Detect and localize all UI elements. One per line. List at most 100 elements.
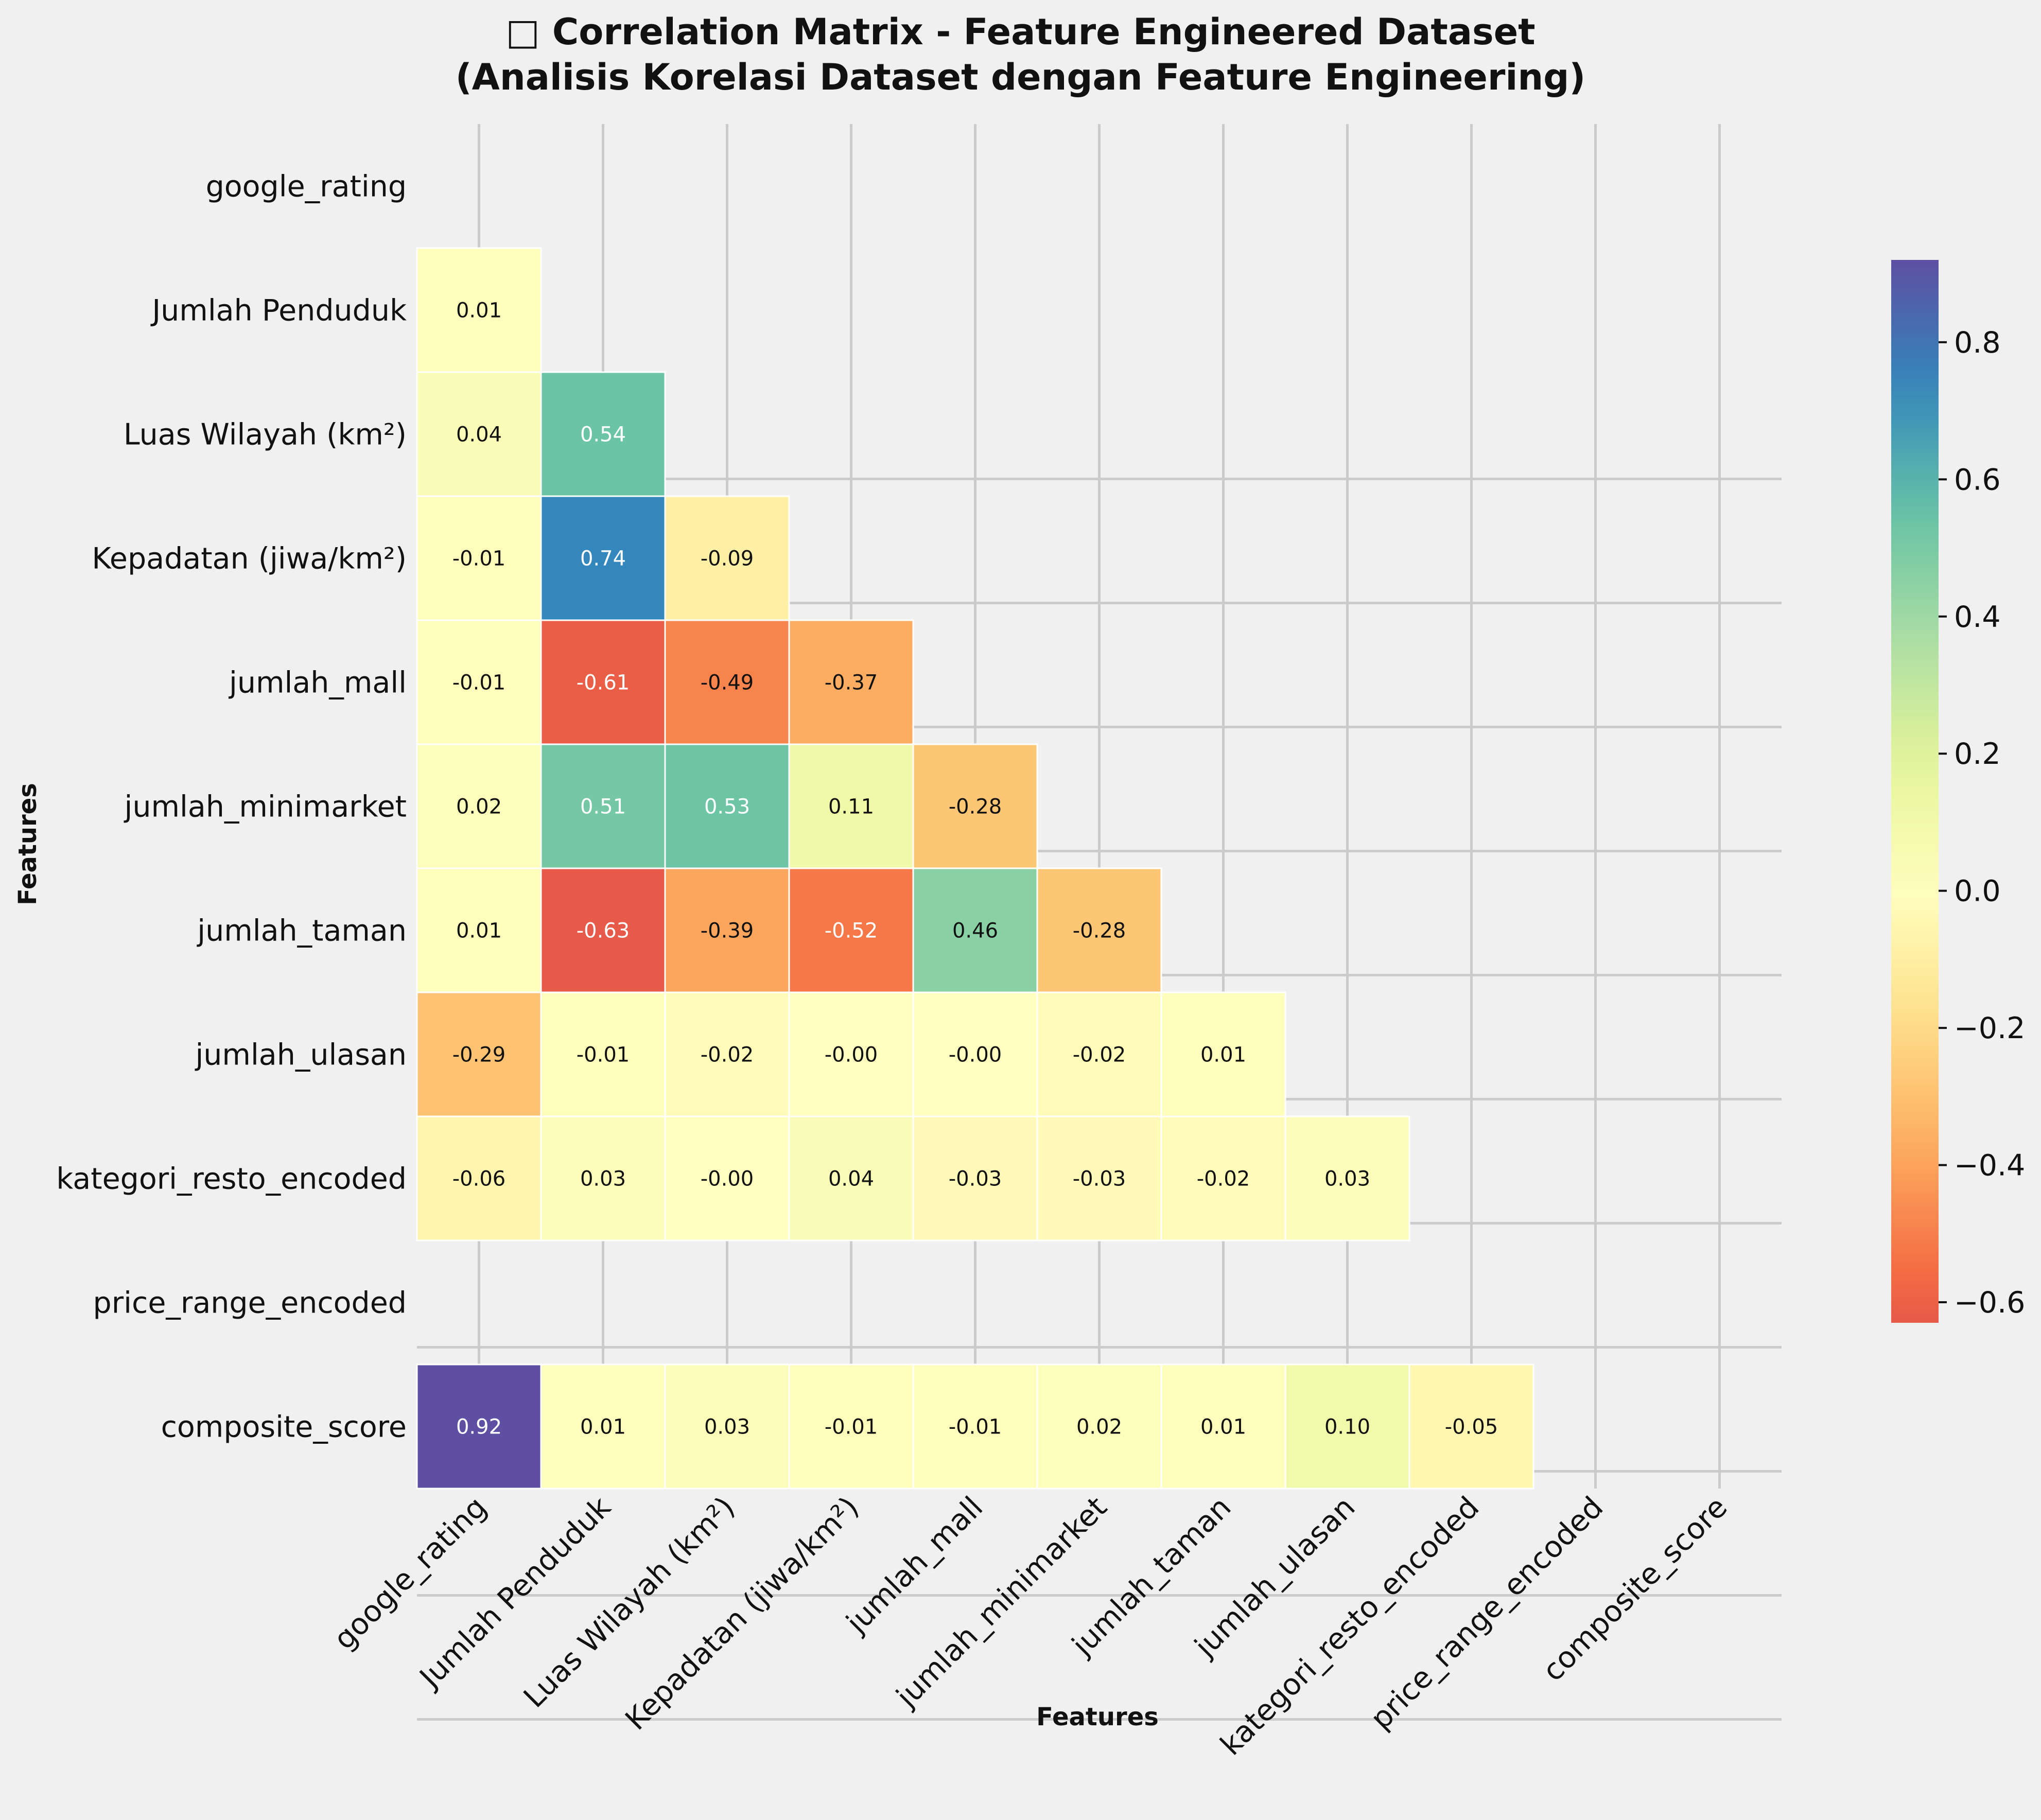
cell-value-label: 0.03 — [704, 1415, 750, 1439]
heatmap-cell — [1036, 867, 1162, 993]
heatmap-cell — [416, 619, 542, 745]
cell-value-label: -0.01 — [577, 1043, 630, 1067]
chart-title: □ Correlation Matrix - Feature Engineere… — [0, 9, 2041, 100]
cell-value-label: 0.04 — [456, 423, 502, 447]
heatmap-cell — [540, 1363, 666, 1490]
cell-value-label: 0.03 — [1324, 1167, 1370, 1191]
heatmap-cell — [788, 1363, 914, 1490]
heatmap-cell — [788, 1115, 914, 1241]
heatmap-cell — [912, 743, 1038, 869]
cell-value-label: -0.37 — [825, 671, 878, 695]
colorbar-tick-label: 0.4 — [1954, 600, 2001, 634]
cell-value-label: -0.01 — [949, 1415, 1002, 1439]
cell-value-label: -0.02 — [1197, 1167, 1250, 1191]
colorbar-tick-label: −0.4 — [1954, 1149, 2025, 1183]
x-tick-label: Kepadatan (jiwa/km²) — [619, 1490, 865, 1737]
heatmap-cell — [1160, 991, 1286, 1117]
cell-value-label: 0.01 — [456, 299, 502, 323]
colorbar-tick-label: 0.8 — [1954, 326, 2001, 360]
cell-value-label: -0.01 — [452, 547, 506, 571]
colorbar-tick-label: 0.6 — [1954, 463, 2001, 497]
cell-value-label: -0.28 — [1073, 919, 1126, 943]
y-tick-label: Jumlah Penduduk — [150, 294, 407, 328]
cell-value-label: 0.03 — [580, 1167, 626, 1191]
cell-value-label: 0.10 — [1324, 1415, 1370, 1439]
cell-value-label: 0.11 — [828, 795, 874, 819]
heatmap-cell — [788, 867, 914, 993]
x-tick-label: kategori_resto_encoded — [1214, 1490, 1486, 1762]
heatmap-cell — [664, 743, 790, 869]
heatmap-cell — [540, 991, 666, 1117]
cell-value-label: -0.00 — [701, 1167, 754, 1191]
chart-title-line-1: □ Correlation Matrix - Feature Engineere… — [505, 11, 1536, 53]
colorbar-ticks: 0.8 0.6 0.4 0.2 0.0 −0.2 −0.4 −0.6 — [1939, 326, 2025, 1320]
heatmap-cells — [416, 247, 1534, 1490]
y-tick-label: kategori_resto_encoded — [56, 1162, 407, 1196]
y-tick-label: jumlah_taman — [196, 914, 407, 948]
cell-value-label: -0.02 — [1073, 1043, 1126, 1067]
cell-value-label: -0.00 — [825, 1043, 878, 1067]
cell-value-label: 0.02 — [1076, 1415, 1122, 1439]
colorbar-tick-label: −0.2 — [1954, 1011, 2025, 1045]
cell-value-label: 0.92 — [456, 1415, 502, 1439]
heatmap-cell — [664, 619, 790, 745]
chart-title-line-2: (Analisis Korelasi Dataset dengan Featur… — [455, 56, 1586, 98]
y-tick-label: price_range_encoded — [93, 1286, 407, 1320]
cell-value-label: -0.01 — [452, 671, 506, 695]
cell-value-label: -0.03 — [1073, 1167, 1126, 1191]
cell-value-label: -0.39 — [701, 919, 754, 943]
cell-value-label: -0.05 — [1445, 1415, 1498, 1439]
cell-value-label: 0.53 — [704, 795, 750, 819]
cell-value-label: 0.02 — [456, 795, 502, 819]
heatmap-cell — [416, 743, 542, 869]
y-tick-label: jumlah_mall — [228, 666, 407, 700]
y-tick-label: composite_score — [161, 1410, 407, 1444]
heatmap-cell — [1284, 1115, 1410, 1241]
heatmap-cell — [540, 619, 666, 745]
heatmap-cell — [664, 991, 790, 1117]
heatmap-cell — [664, 1363, 790, 1490]
x-tick-label: Luas Wilayah (km²) — [517, 1490, 742, 1714]
cell-value-label: -0.00 — [949, 1043, 1002, 1067]
cell-value-label: -0.63 — [577, 919, 630, 943]
y-axis-title: Features — [13, 783, 42, 905]
cell-value-label: -0.29 — [452, 1043, 506, 1067]
heatmap-cell — [664, 495, 790, 621]
heatmap-cell — [540, 495, 666, 621]
cell-value-label: -0.09 — [701, 547, 754, 571]
y-tick-label: jumlah_minimarket — [124, 790, 407, 824]
heatmap-cell — [1160, 1115, 1286, 1241]
cell-value-label: 0.46 — [952, 919, 998, 943]
x-tick-label: jumlah_minimarket — [889, 1490, 1113, 1714]
heatmap-cell — [416, 247, 542, 373]
heatmap-cell — [912, 867, 1038, 993]
heatmap-cell — [1284, 1363, 1410, 1490]
heatmap-cell — [1408, 1363, 1534, 1490]
y-tick-label: google_rating — [206, 170, 407, 204]
cell-value-label: 0.04 — [828, 1167, 874, 1191]
cell-value-label: -0.61 — [577, 671, 630, 695]
cell-value-label: -0.06 — [452, 1167, 506, 1191]
cell-value-label: -0.02 — [701, 1043, 754, 1067]
cell-value-label: 0.74 — [580, 547, 626, 571]
heatmap-cell — [1036, 1363, 1162, 1490]
x-tick-label: price_range_encoded — [1364, 1490, 1610, 1736]
heatmap-cell — [912, 1115, 1038, 1241]
heatmap-cell — [664, 867, 790, 993]
cell-value-label: -0.28 — [949, 795, 1002, 819]
cell-value-label: 0.01 — [1200, 1043, 1246, 1067]
heatmap-cell — [416, 1115, 542, 1241]
heatmap-cell — [416, 867, 542, 993]
colorbar-gradient — [1891, 260, 1939, 1323]
colorbar: 0.8 0.6 0.4 0.2 0.0 −0.2 −0.4 −0.6 — [1891, 260, 2025, 1323]
y-tick-labels: google_rating Jumlah Penduduk Luas Wilayah… — [56, 170, 407, 1444]
x-axis-title: Features — [1036, 1703, 1159, 1731]
heatmap-cell — [416, 1363, 542, 1490]
heatmap-cell — [1160, 1363, 1286, 1490]
heatmap-cell — [540, 1115, 666, 1241]
cell-value-label: 0.01 — [456, 919, 502, 943]
y-tick-label: Kepadatan (jiwa/km²) — [92, 542, 407, 576]
heatmap-cell — [788, 743, 914, 869]
